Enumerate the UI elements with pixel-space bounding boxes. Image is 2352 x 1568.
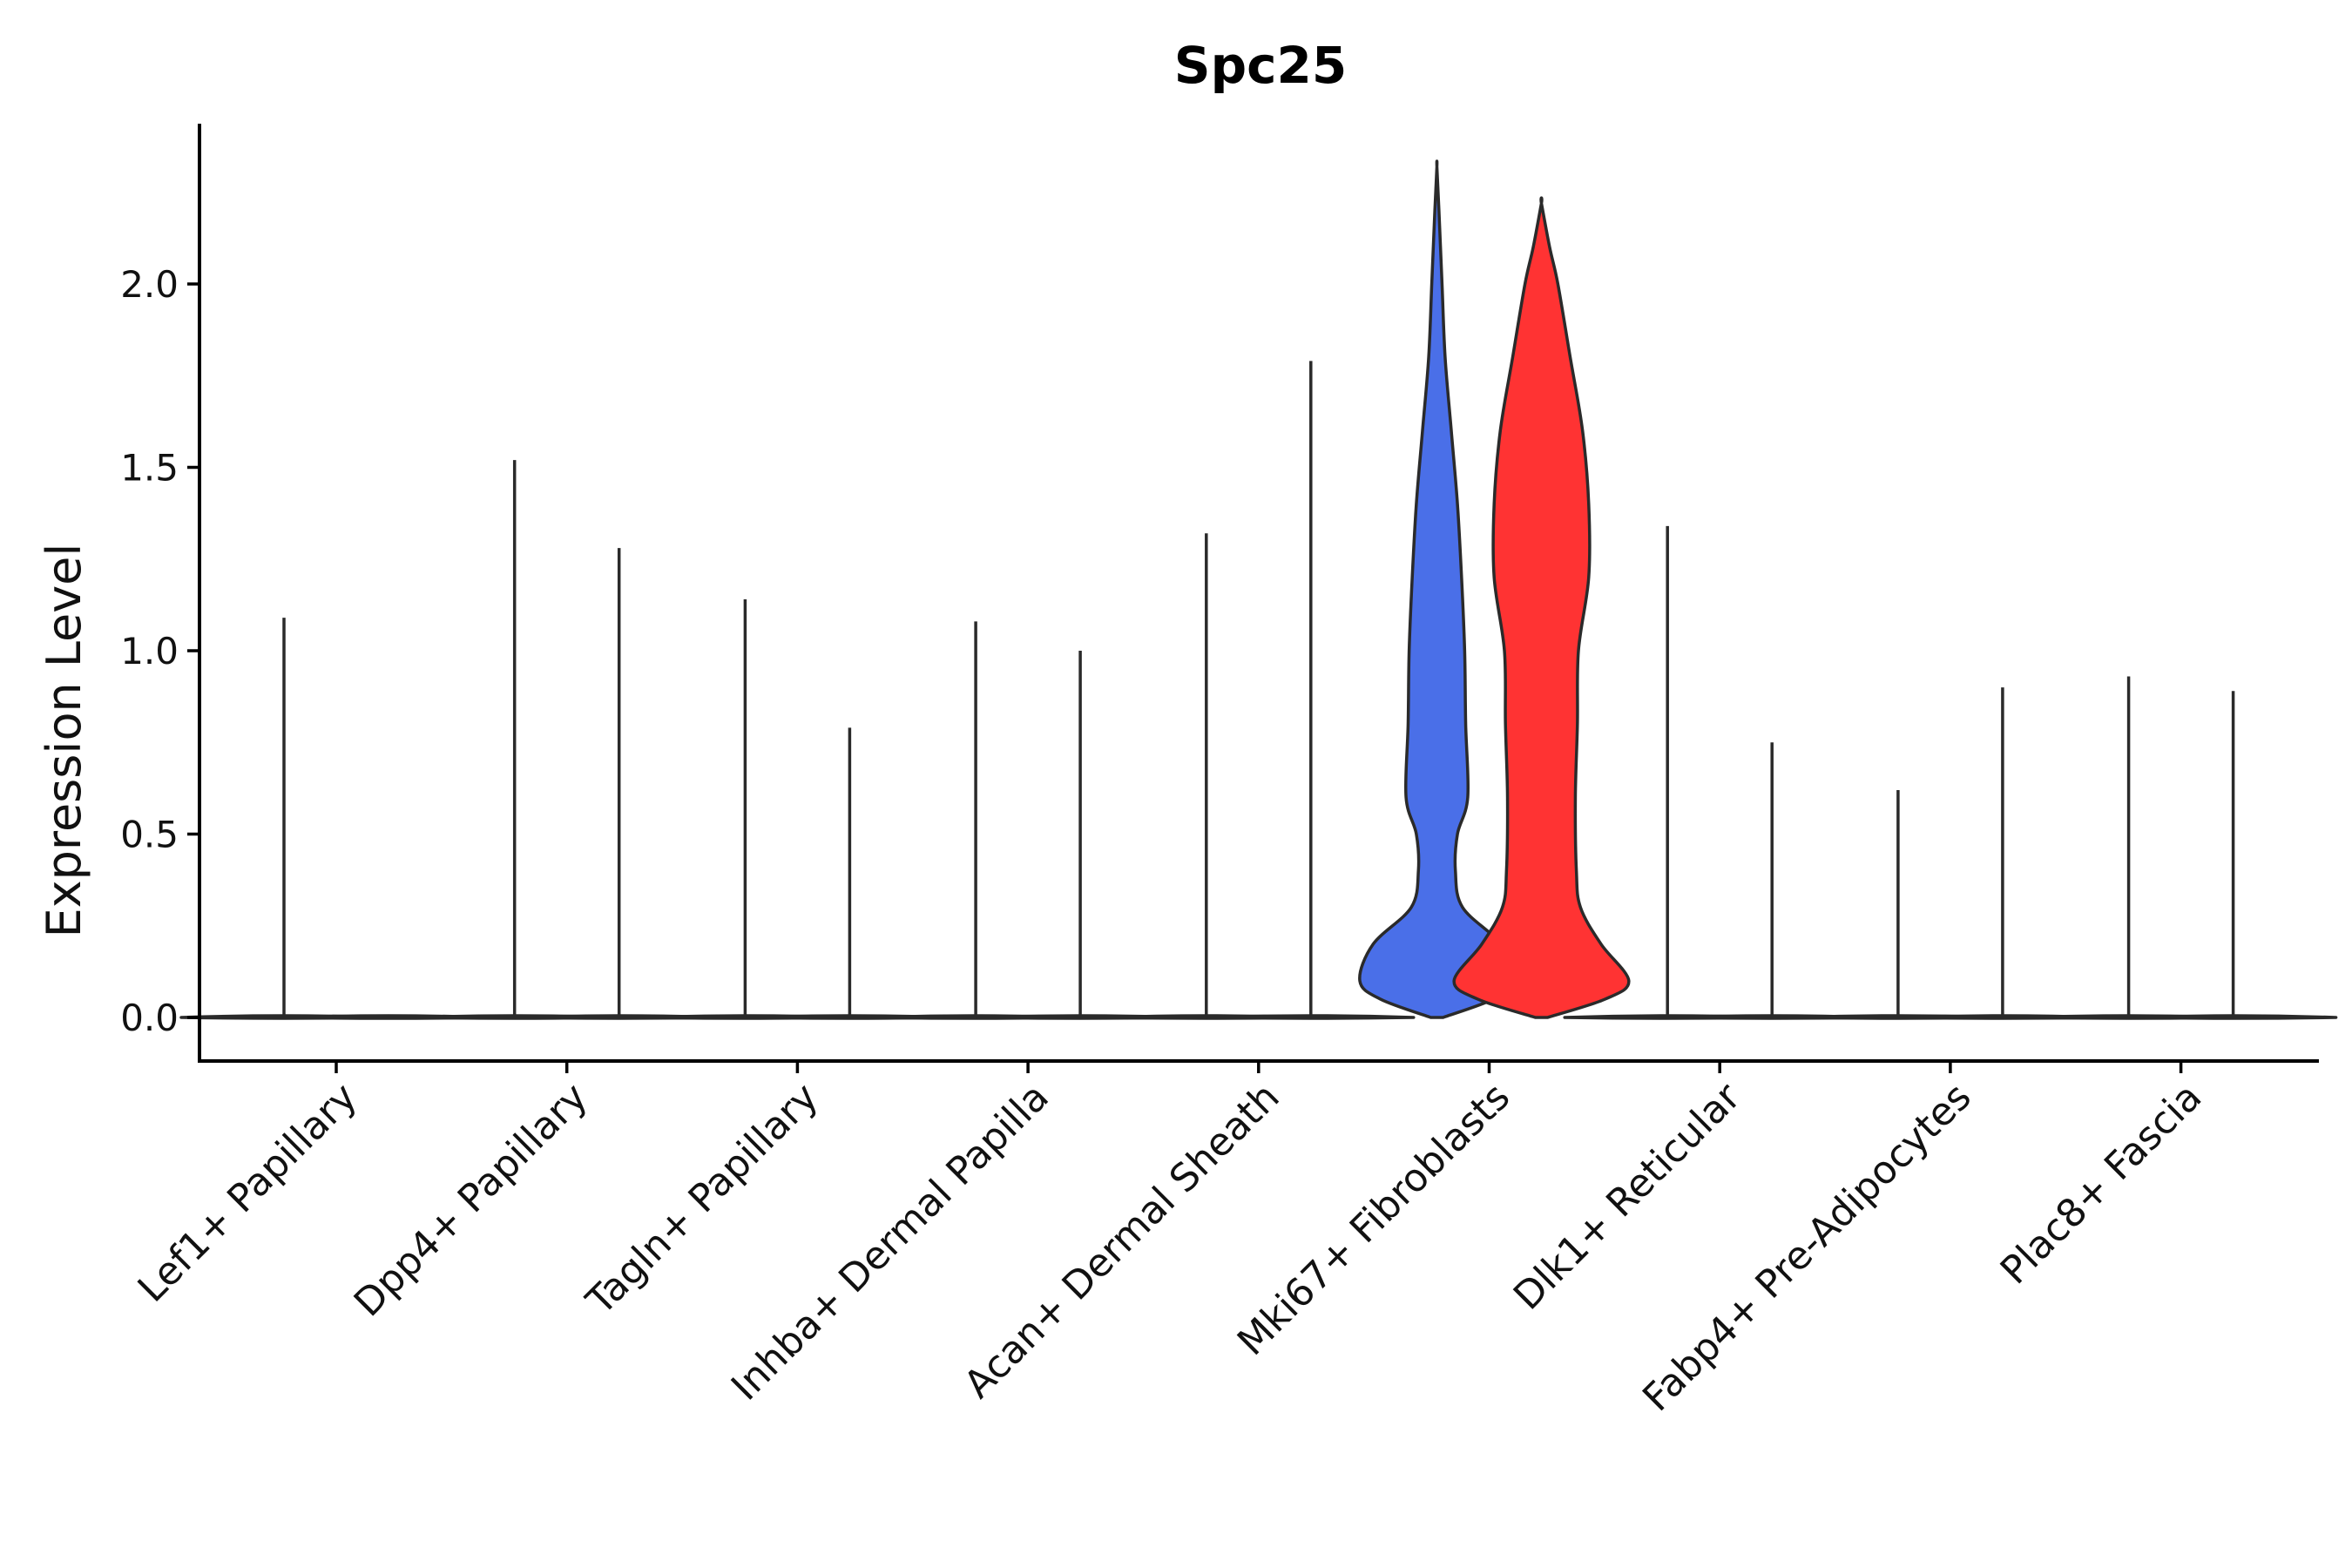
- y-tick-label: 1.0: [120, 630, 179, 672]
- violins-layer: [179, 159, 2338, 1020]
- chart-title: Spc25: [1174, 36, 1347, 95]
- x-tick-label: Dlk1+ Reticular: [1505, 1074, 1750, 1319]
- y-tick-label: 0.5: [120, 814, 179, 856]
- y-ticks: 0.0 0.5 1.0 1.5 2.0: [120, 263, 199, 1039]
- x-tick-label: Tagln+ Papillary: [578, 1075, 827, 1324]
- y-tick-label: 1.5: [120, 447, 179, 490]
- x-tick-label: Dpp4+ Papillary: [346, 1075, 597, 1326]
- violin-right-mki67: [1452, 196, 1631, 1019]
- x-tick-label: Lef1+ Papillary: [130, 1075, 366, 1311]
- y-tick-label: 2.0: [120, 263, 179, 306]
- x-tick-label: Plac8+ Fascia: [1992, 1075, 2211, 1294]
- y-axis-label: Expression Level: [37, 544, 91, 938]
- y-tick-label: 0.0: [120, 997, 179, 1039]
- violin-left-mki67: [1358, 159, 1516, 1019]
